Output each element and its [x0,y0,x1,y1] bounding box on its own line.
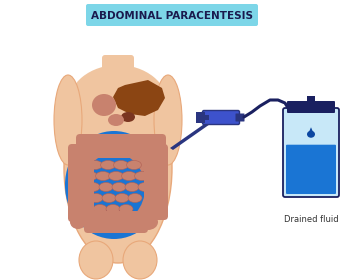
Ellipse shape [82,171,98,181]
Polygon shape [113,80,165,116]
FancyBboxPatch shape [76,134,166,158]
FancyBboxPatch shape [144,144,168,220]
Ellipse shape [83,153,145,223]
FancyBboxPatch shape [68,144,94,222]
Ellipse shape [88,160,102,169]
FancyBboxPatch shape [202,111,239,125]
Ellipse shape [154,75,182,165]
Ellipse shape [138,183,152,192]
Ellipse shape [307,131,315,138]
FancyBboxPatch shape [283,108,339,197]
Text: Drained fluid: Drained fluid [284,216,338,225]
Bar [204,115,209,120]
Ellipse shape [115,193,129,202]
FancyBboxPatch shape [287,101,335,113]
Ellipse shape [102,193,116,202]
Ellipse shape [95,171,111,181]
Ellipse shape [108,171,124,181]
Ellipse shape [108,114,124,126]
Ellipse shape [106,204,120,213]
Ellipse shape [125,183,139,192]
Ellipse shape [65,131,163,239]
Ellipse shape [86,183,100,192]
Ellipse shape [126,160,142,169]
Bar [196,112,205,123]
FancyBboxPatch shape [102,55,134,91]
Ellipse shape [119,204,133,213]
Ellipse shape [93,204,107,213]
Ellipse shape [70,215,86,229]
Bar [307,96,315,104]
Ellipse shape [92,94,116,116]
FancyBboxPatch shape [235,113,245,122]
Polygon shape [308,127,314,134]
Ellipse shape [128,193,142,202]
Ellipse shape [101,160,115,169]
Ellipse shape [121,171,137,181]
Ellipse shape [112,183,126,192]
Ellipse shape [54,75,82,165]
Ellipse shape [138,214,158,230]
Ellipse shape [71,137,157,232]
Ellipse shape [99,183,113,192]
Ellipse shape [134,171,150,181]
Ellipse shape [123,241,157,279]
Ellipse shape [113,160,128,169]
Text: ABDOMINAL PARACENTESIS: ABDOMINAL PARACENTESIS [91,11,253,20]
Ellipse shape [64,73,172,263]
FancyBboxPatch shape [84,211,148,233]
FancyBboxPatch shape [86,4,258,26]
FancyBboxPatch shape [286,145,336,194]
Ellipse shape [121,112,135,122]
Ellipse shape [89,193,103,202]
Ellipse shape [68,65,168,145]
Ellipse shape [79,241,113,279]
Polygon shape [170,120,213,150]
